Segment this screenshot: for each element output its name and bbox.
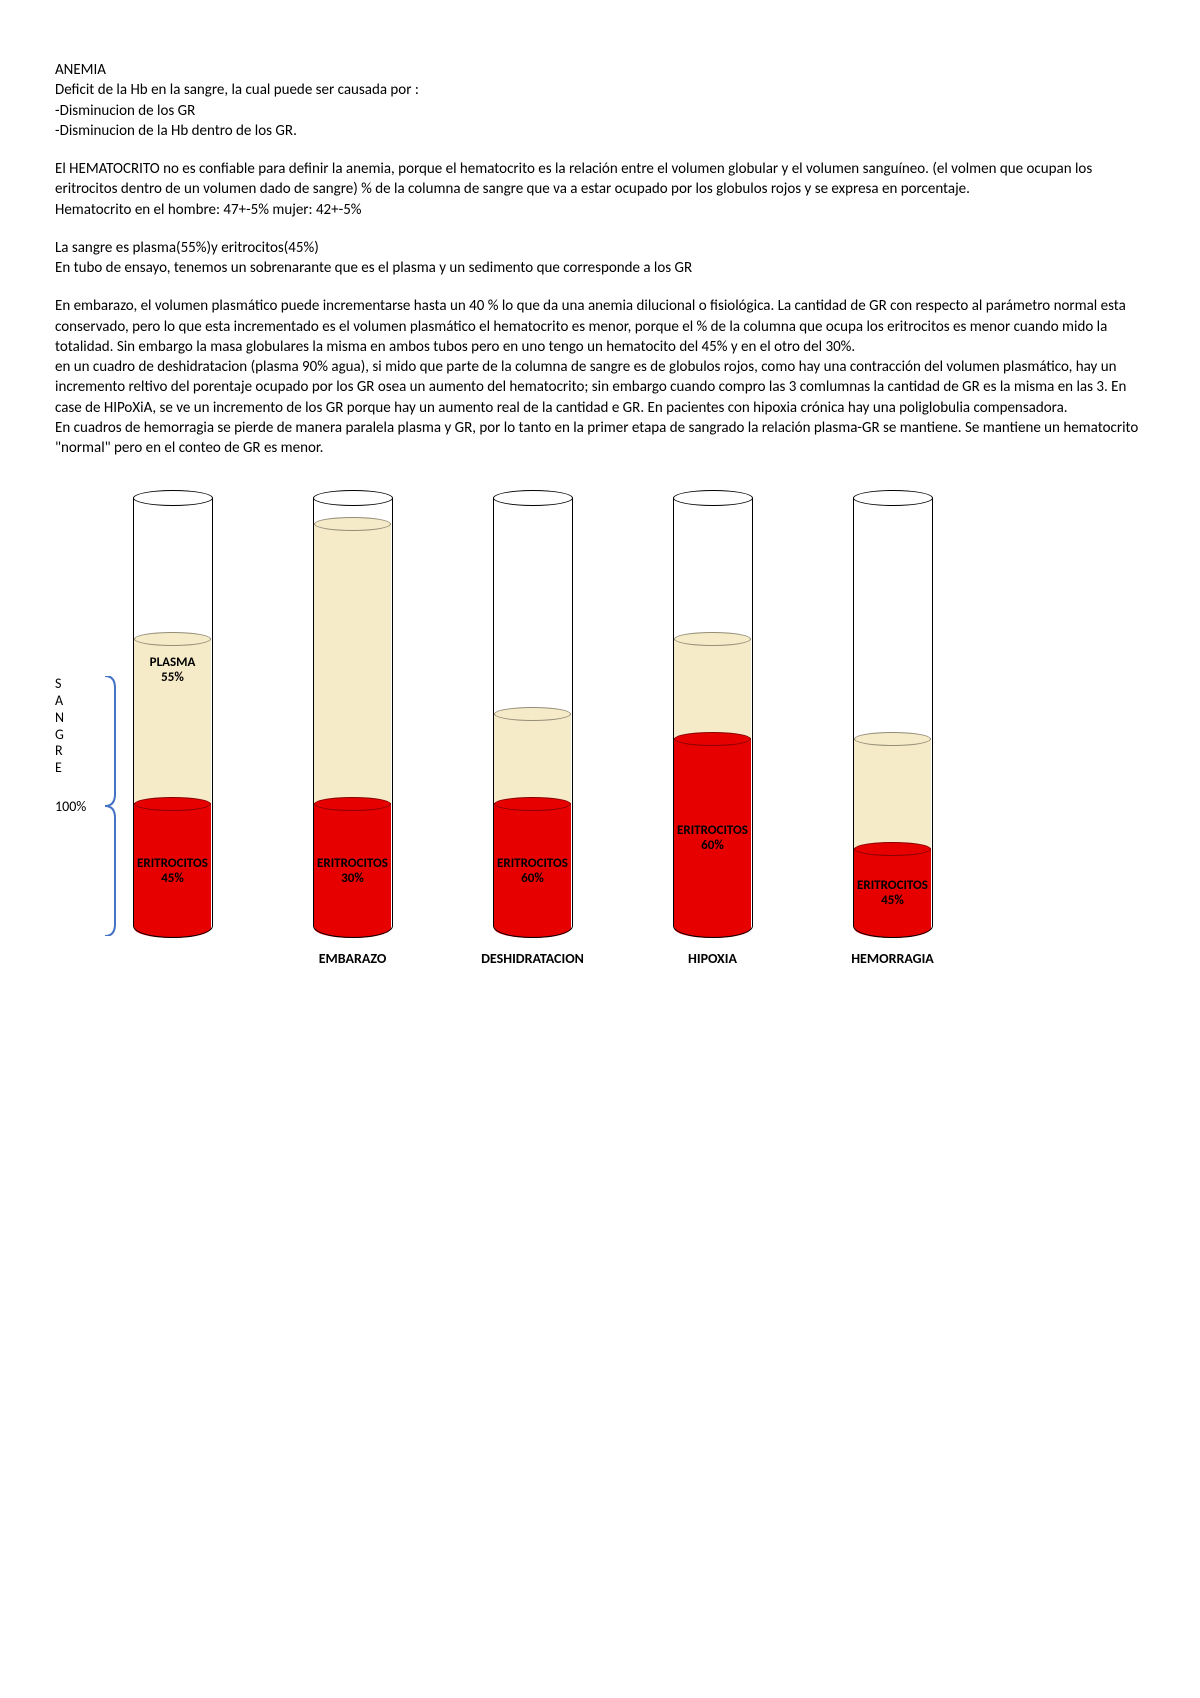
p1-line1: Deficit de la Hb en la sangre, la cual p… bbox=[55, 80, 1145, 100]
plasma-fill bbox=[494, 713, 571, 803]
tube-column-label bbox=[171, 950, 174, 969]
y-axis-letter: G bbox=[55, 727, 64, 744]
tube-top-ellipse bbox=[493, 490, 573, 506]
y-axis-100pct-label: 100% bbox=[55, 798, 86, 817]
bracket-icon bbox=[103, 676, 117, 936]
p6: En cuadros de hemorragia se pierde de ma… bbox=[55, 418, 1145, 459]
tube-column: ERITROCITOS60%DESHIDRATACION bbox=[485, 498, 580, 969]
document-body: ANEMIA Deficit de la Hb en la sangre, la… bbox=[55, 60, 1145, 1038]
rbc-label: ERITROCITOS45% bbox=[843, 879, 943, 909]
rbc-label-l1: ERITROCITOS bbox=[857, 878, 928, 893]
p2b: Hematocrito en el hombre: 47+-5% mujer: … bbox=[55, 200, 1145, 220]
plasma-label: PLASMA55% bbox=[133, 656, 213, 686]
rbc-label-l1: ERITROCITOS bbox=[677, 823, 748, 838]
tube-column-label: DESHIDRATACION bbox=[481, 950, 584, 969]
tube-top-ellipse bbox=[853, 490, 933, 506]
plasma-fill bbox=[674, 638, 751, 738]
plasma-label-l1: PLASMA bbox=[150, 655, 196, 670]
p1-line3: -Disminucion de la Hb dentro de los GR. bbox=[55, 121, 1145, 141]
hematocrit-chart: SANGRE 100% PLASMA55%ERITROCITOS45% ERIT… bbox=[55, 498, 1135, 1038]
plasma-fill bbox=[854, 738, 931, 848]
rbc-label: ERITROCITOS60% bbox=[483, 857, 583, 887]
y-axis-sangre-label: SANGRE bbox=[55, 676, 64, 777]
p5: en un cuadro de deshidratacion (plasma 9… bbox=[55, 357, 1145, 418]
p2: El HEMATOCRITO no es confiable para defi… bbox=[55, 159, 1145, 200]
test-tube: ERITROCITOS45% bbox=[853, 498, 933, 938]
rbc-label-l2: 45% bbox=[161, 871, 184, 886]
title: ANEMIA bbox=[55, 60, 1145, 80]
rbc-label: ERITROCITOS30% bbox=[303, 857, 403, 887]
tube-top-ellipse bbox=[673, 490, 753, 506]
rbc-label-l1: ERITROCITOS bbox=[497, 856, 568, 871]
rbc-label-l2: 30% bbox=[341, 871, 364, 886]
rbc-label-l2: 60% bbox=[521, 871, 544, 886]
tube-column-label: HEMORRAGIA bbox=[851, 950, 934, 969]
plasma-fill bbox=[314, 523, 391, 803]
y-axis-letter: R bbox=[55, 743, 64, 760]
y-axis-letter: A bbox=[55, 693, 64, 710]
rbc-label-l2: 60% bbox=[701, 838, 724, 853]
p3-line2: En tubo de ensayo, tenemos un sobrenaran… bbox=[55, 258, 1145, 278]
tube-column-label: HIPOXIA bbox=[688, 950, 737, 969]
test-tube: ERITROCITOS30% bbox=[313, 498, 393, 938]
tube-column-label: EMBARAZO bbox=[319, 950, 387, 969]
tube-column: ERITROCITOS45% HEMORRAGIA bbox=[845, 498, 940, 969]
tube-column: ERITROCITOS60% HIPOXIA bbox=[665, 498, 760, 969]
tube-column: ERITROCITOS30% EMBARAZO bbox=[305, 498, 400, 969]
rbc-label: ERITROCITOS45% bbox=[123, 857, 223, 887]
test-tube: PLASMA55% ERITROCITOS45% bbox=[133, 498, 213, 938]
y-axis-letter: N bbox=[55, 710, 64, 727]
y-axis-letter: E bbox=[55, 760, 64, 777]
test-tube: ERITROCITOS60% bbox=[493, 498, 573, 938]
test-tube: ERITROCITOS60% bbox=[673, 498, 753, 938]
p1-line2: -Disminucion de los GR bbox=[55, 101, 1145, 121]
rbc-label-l2: 45% bbox=[881, 893, 904, 908]
tubes-row: PLASMA55%ERITROCITOS45% ERITROCITOS30%EM… bbox=[125, 498, 940, 969]
rbc-label: ERITROCITOS60% bbox=[663, 824, 763, 854]
rbc-label-l1: ERITROCITOS bbox=[317, 856, 388, 871]
tube-column: PLASMA55% ERITROCITOS45% bbox=[125, 498, 220, 969]
tube-top-ellipse bbox=[133, 490, 213, 506]
p3-line1: La sangre es plasma(55%)y eritrocitos(45… bbox=[55, 238, 1145, 258]
p4: En embarazo, el volumen plasmático puede… bbox=[55, 296, 1145, 357]
y-axis-letter: S bbox=[55, 676, 64, 693]
rbc-label-l1: ERITROCITOS bbox=[137, 856, 208, 871]
plasma-label-l2: 55% bbox=[161, 670, 184, 685]
tube-top-ellipse bbox=[313, 490, 393, 506]
